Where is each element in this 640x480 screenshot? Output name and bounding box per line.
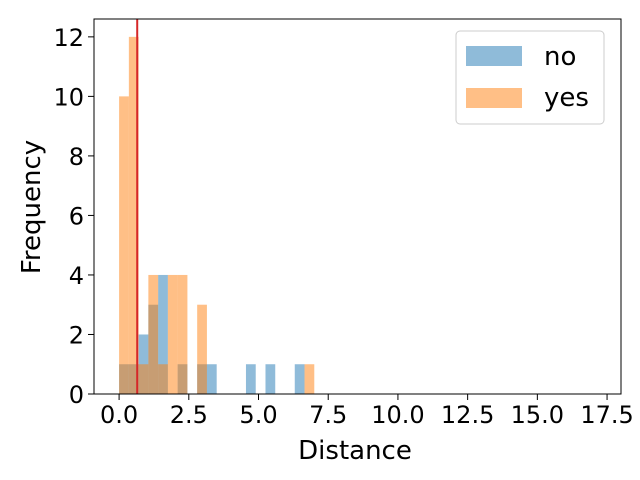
legend-label-yes: yes bbox=[544, 83, 589, 113]
bar-yes-6 bbox=[177, 274, 188, 394]
x-tick-label: 17.5 bbox=[580, 401, 633, 429]
y-tick-label: 12 bbox=[53, 24, 84, 52]
legend: no yes bbox=[455, 30, 605, 125]
legend-label-no: no bbox=[544, 42, 576, 72]
x-tick-label: 12.5 bbox=[441, 401, 494, 429]
bar-yes-1 bbox=[128, 36, 139, 394]
bar-no-5 bbox=[158, 274, 168, 394]
bar-yes-3 bbox=[148, 274, 159, 394]
y-tick-label: 2 bbox=[69, 321, 84, 349]
bar-yes-8 bbox=[304, 364, 315, 394]
bar-no-9 bbox=[245, 364, 256, 394]
bar-no-11 bbox=[294, 364, 305, 394]
x-tick-label: 7.5 bbox=[309, 401, 347, 429]
y-tick-label: 6 bbox=[69, 202, 84, 230]
bar-yes-0 bbox=[119, 96, 129, 394]
x-tick-label: 15.0 bbox=[511, 401, 564, 429]
y-tick-label: 10 bbox=[53, 83, 84, 111]
bars-layer bbox=[119, 36, 315, 394]
bar-yes-4 bbox=[158, 364, 168, 394]
y-tick-label: 8 bbox=[69, 143, 84, 171]
x-tick-label: 5.0 bbox=[239, 401, 277, 429]
bar-yes-2 bbox=[138, 364, 149, 394]
bar-no-8 bbox=[206, 364, 217, 394]
x-tick-label: 0.0 bbox=[100, 401, 138, 429]
y-axis: 0 2 4 6 8 10 12 bbox=[53, 24, 94, 409]
bar-yes-5 bbox=[167, 274, 178, 394]
y-tick-label: 0 bbox=[69, 381, 84, 409]
plot-frame bbox=[93, 18, 622, 395]
bar-no-10 bbox=[265, 364, 276, 394]
bar-yes-7 bbox=[197, 304, 207, 394]
x-tick-label: 10.0 bbox=[371, 401, 424, 429]
legend-swatch-yes bbox=[466, 88, 522, 108]
x-tick-label: 2.5 bbox=[170, 401, 208, 429]
legend-swatch-no bbox=[466, 46, 522, 66]
x-axis-label: Distance bbox=[298, 436, 412, 466]
y-axis-label: Frequency bbox=[17, 140, 47, 274]
x-axis: 0.0 2.5 5.0 7.5 10.0 12.5 15.0 17.5 bbox=[100, 394, 634, 429]
y-tick-label: 4 bbox=[69, 262, 84, 290]
